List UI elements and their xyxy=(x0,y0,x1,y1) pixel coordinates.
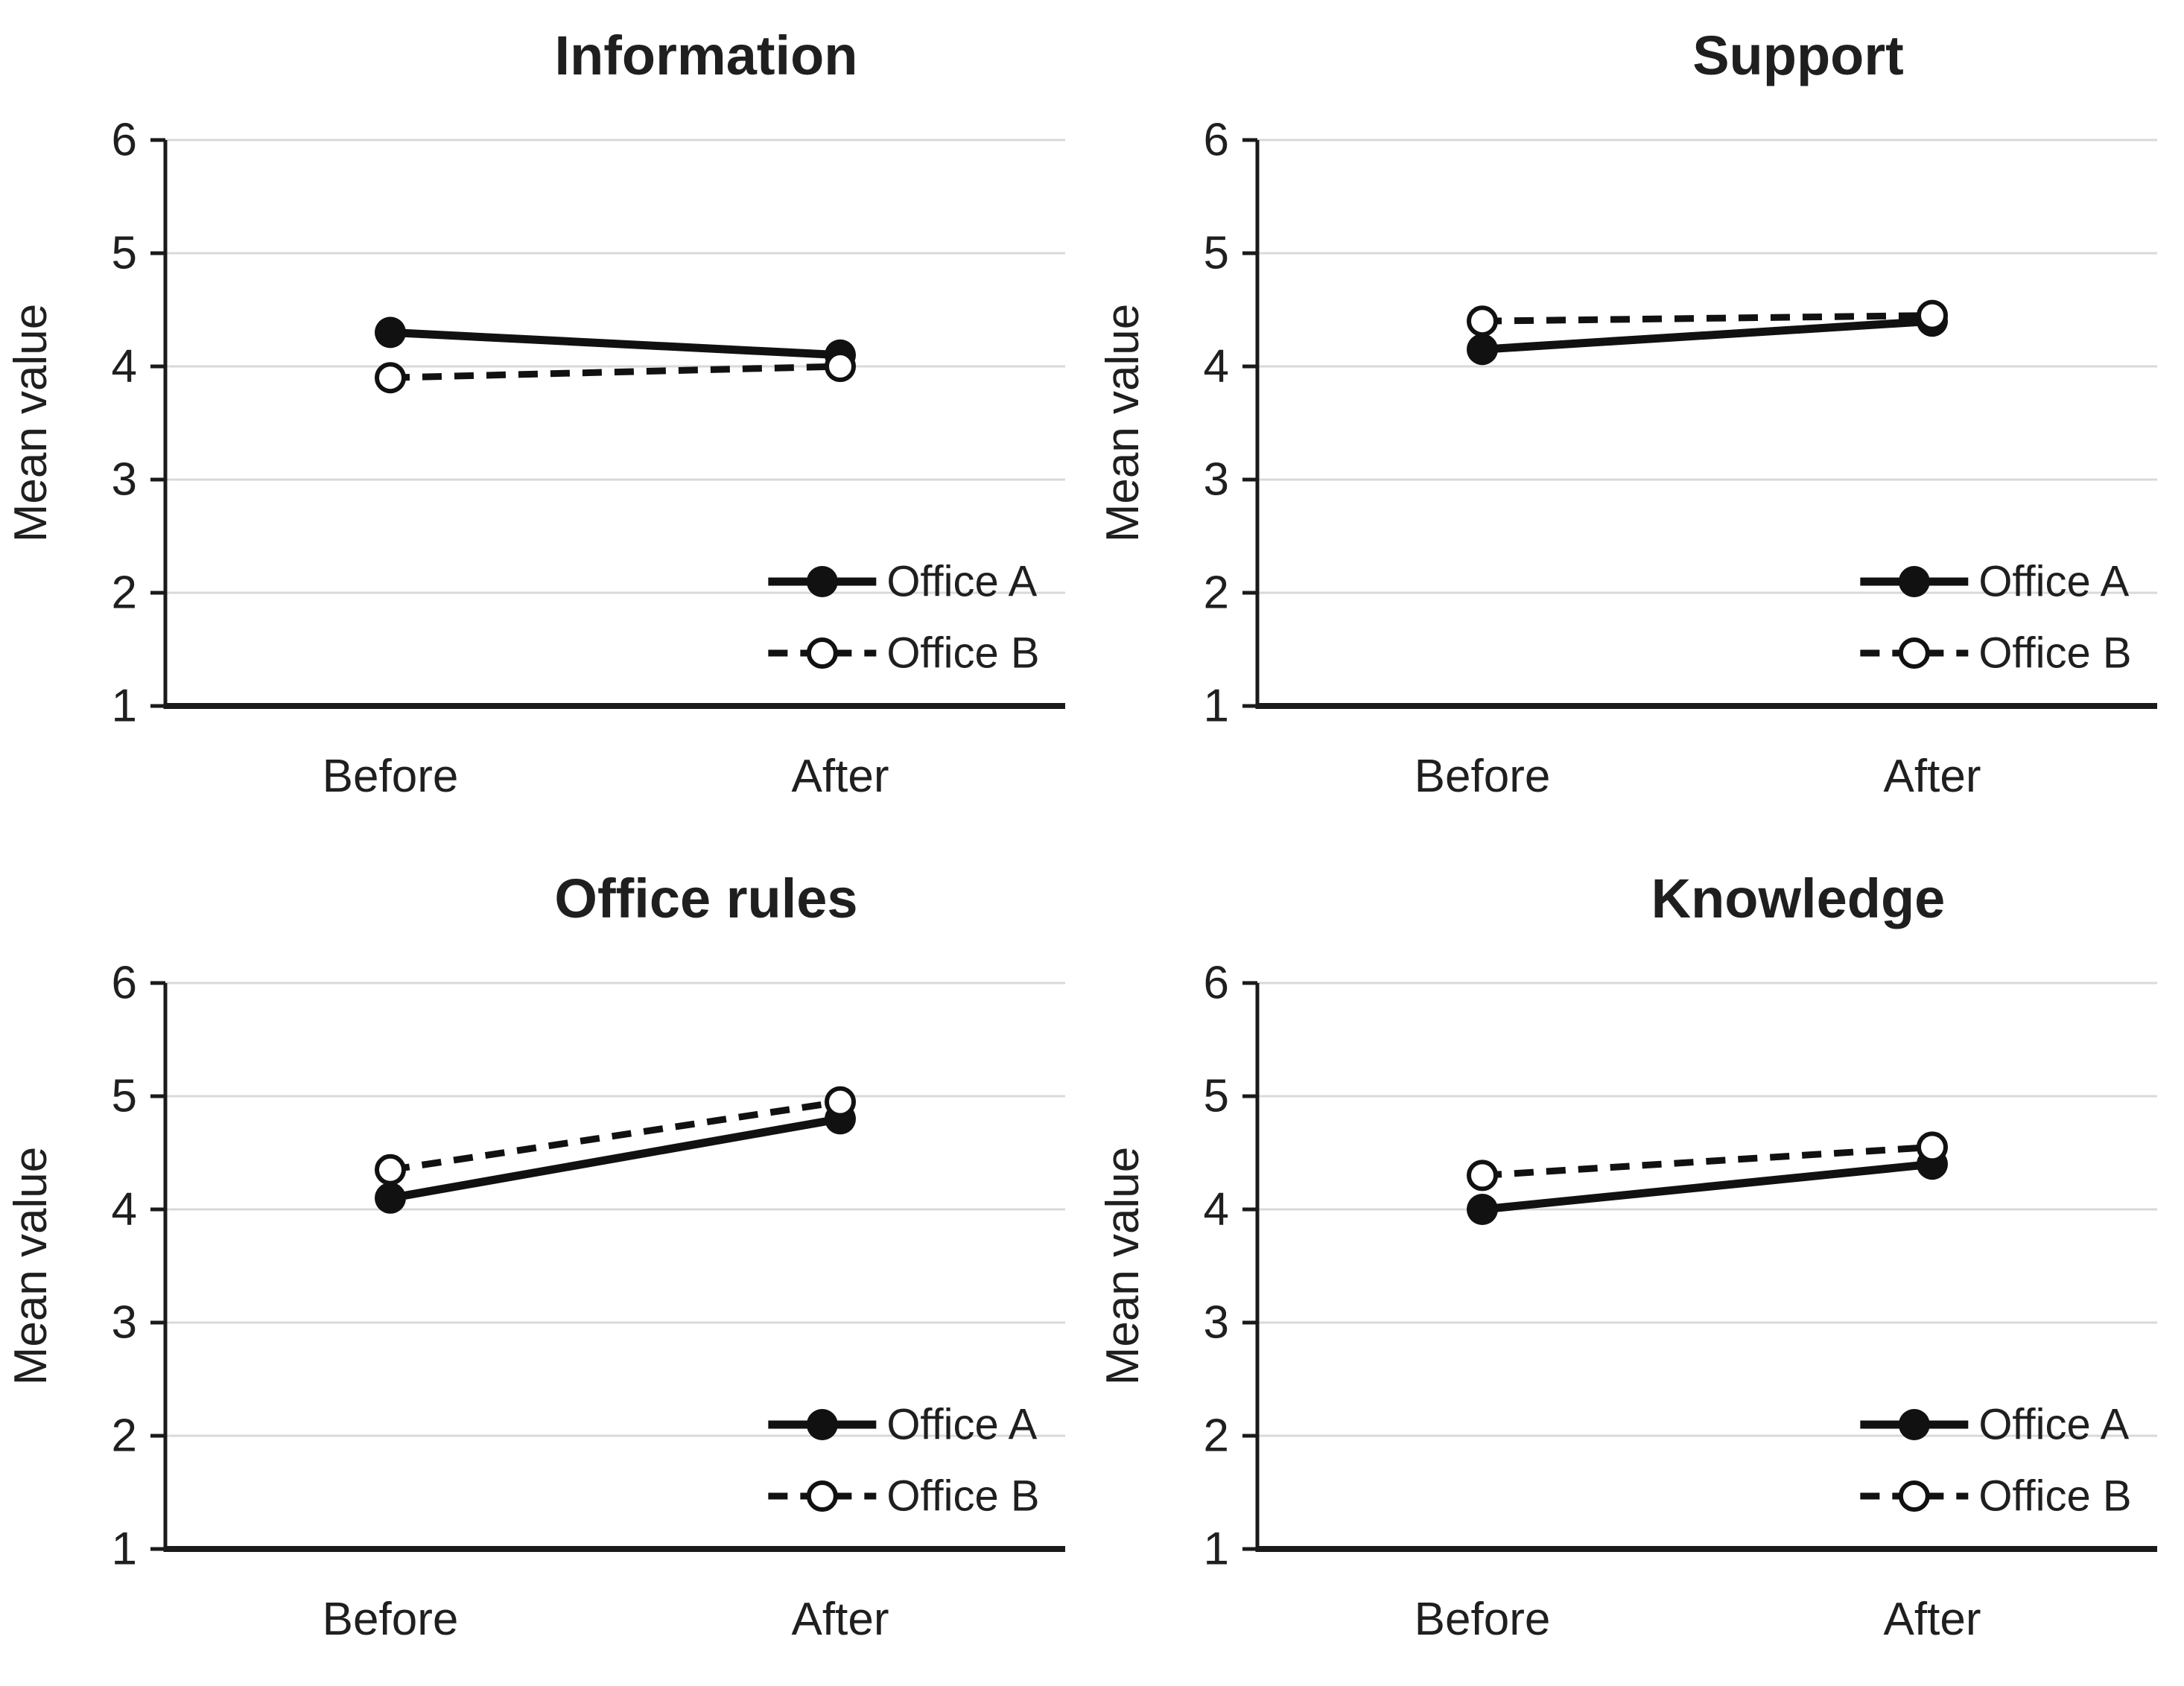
legend: Office A Office B xyxy=(1860,558,2132,678)
x-category-label-before: Before xyxy=(323,1594,459,1645)
y-tick-label-1: 1 xyxy=(1204,1524,1229,1575)
chart-title: Support xyxy=(1692,24,1904,86)
chart-plot-knowledge: 1 2 3 4 5 6 Before After Mean value Office A Offic… xyxy=(1092,953,2184,1686)
series-office-b-marker-before xyxy=(375,1154,406,1186)
legend-label-office-a: Office A xyxy=(886,558,1037,606)
legend-marker-office-b xyxy=(806,1480,838,1512)
y-tick-label-1: 1 xyxy=(112,681,137,732)
chart-title: Information xyxy=(554,24,858,86)
y-tick-label-3: 3 xyxy=(112,454,137,506)
series-office-b-marker-after xyxy=(825,351,856,382)
chart-title-block: Knowledge xyxy=(1092,843,2184,953)
x-category-label-after: After xyxy=(792,751,889,802)
y-axis-title: Mean value xyxy=(1097,304,1149,543)
y-tick-label-3: 3 xyxy=(1204,454,1229,506)
legend-label-office-a: Office A xyxy=(1978,1401,2129,1449)
x-category-label-after: After xyxy=(1884,1594,1981,1645)
y-tick-label-5: 5 xyxy=(1204,1071,1229,1122)
legend-marker-office-b xyxy=(1898,637,1930,669)
series-office-a-line xyxy=(1482,316,1933,354)
series-office-b-marker-before xyxy=(1467,1159,1498,1192)
series-office-b-marker-after xyxy=(1917,299,1948,331)
chart-panel-support: Support 1 2 3 4 5 6 Before After Mean value Offic… xyxy=(1092,0,2184,843)
chart-title: Office rules xyxy=(554,867,858,929)
legend-marker-office-a xyxy=(1898,566,1930,597)
legend-label-office-a: Office A xyxy=(886,1401,1037,1449)
y-tick-label-3: 3 xyxy=(1204,1297,1229,1349)
y-tick-label-3: 3 xyxy=(112,1297,137,1349)
y-tick-label-1: 1 xyxy=(1204,681,1229,732)
legend-label-office-b: Office B xyxy=(1978,1472,2131,1521)
y-tick-label-4: 4 xyxy=(1204,341,1229,392)
y-tick-label-6: 6 xyxy=(112,115,137,166)
series-office-b-marker-before xyxy=(1467,305,1498,337)
y-tick-label-6: 6 xyxy=(112,958,137,1009)
chart-title-block: Support xyxy=(1092,0,2184,110)
legend: Office A Office B xyxy=(768,1401,1040,1521)
chart-panel-information: Information 1 2 3 4 5 6 Before After Mean value O… xyxy=(0,0,1092,843)
y-tick-label-2: 2 xyxy=(112,567,137,619)
y-tick-label-2: 2 xyxy=(1204,567,1229,619)
legend-label-office-b: Office B xyxy=(886,629,1039,678)
series-office-a-line xyxy=(390,328,841,360)
x-category-label-after: After xyxy=(1884,751,1981,802)
y-tick-label-4: 4 xyxy=(112,1184,137,1235)
chart-title-block: Information xyxy=(0,0,1092,110)
y-tick-label-4: 4 xyxy=(112,341,137,392)
series-office-a-line xyxy=(390,1114,841,1203)
legend-label-office-a: Office A xyxy=(1978,558,2129,606)
x-category-label-after: After xyxy=(792,1594,889,1645)
legend: Office A Office B xyxy=(1860,1401,2132,1521)
y-axis-title: Mean value xyxy=(5,304,57,543)
series-office-a-marker-before xyxy=(375,316,406,349)
series-office-b-line xyxy=(1482,1143,1933,1179)
y-tick-label-1: 1 xyxy=(112,1524,137,1575)
y-axis-title: Mean value xyxy=(1097,1147,1149,1386)
y-tick-label-6: 6 xyxy=(1204,115,1229,166)
x-category-label-before: Before xyxy=(323,751,459,802)
legend-marker-office-a xyxy=(806,1409,838,1440)
y-tick-label-2: 2 xyxy=(1204,1410,1229,1462)
chart-plot-information: 1 2 3 4 5 6 Before After Mean value Office A Offic… xyxy=(0,110,1092,843)
series-office-b-marker-before xyxy=(375,362,406,394)
series-office-b-line xyxy=(1482,312,1933,325)
chart-title-block: Office rules xyxy=(0,843,1092,953)
series-office-b-marker-after xyxy=(825,1086,856,1118)
series-office-a-marker-before xyxy=(1467,334,1498,366)
legend: Office A Office B xyxy=(768,558,1040,678)
legend-marker-office-a xyxy=(806,566,838,597)
chart-panel-knowledge: Knowledge 1 2 3 4 5 6 Before After Mean value Off… xyxy=(1092,843,2184,1686)
series-office-a-marker-before xyxy=(375,1182,406,1214)
legend-marker-office-a xyxy=(1898,1409,1930,1440)
y-tick-label-5: 5 xyxy=(112,1071,137,1122)
y-tick-label-5: 5 xyxy=(1204,228,1229,279)
chart-panel-office-rules: Office rules 1 2 3 4 5 6 Before After Mean value… xyxy=(0,843,1092,1686)
x-category-label-before: Before xyxy=(1415,1594,1551,1645)
series-office-b-line xyxy=(390,1098,841,1174)
legend-label-office-b: Office B xyxy=(1978,629,2131,678)
x-category-label-before: Before xyxy=(1415,751,1551,802)
y-tick-label-2: 2 xyxy=(112,1410,137,1462)
series-office-a-marker-before xyxy=(1467,1194,1498,1225)
chart-plot-office-rules: 1 2 3 4 5 6 Before After Mean value Office A Offic… xyxy=(0,953,1092,1686)
series-office-b-marker-after xyxy=(1917,1131,1948,1163)
y-tick-label-5: 5 xyxy=(112,228,137,279)
chart-title: Knowledge xyxy=(1651,867,1946,929)
y-axis-title: Mean value xyxy=(5,1147,57,1386)
legend-marker-office-b xyxy=(806,637,838,669)
series-office-b-line xyxy=(390,363,841,381)
y-tick-label-6: 6 xyxy=(1204,958,1229,1009)
y-tick-label-4: 4 xyxy=(1204,1184,1229,1235)
legend-label-office-b: Office B xyxy=(886,1472,1039,1521)
chart-plot-support: 1 2 3 4 5 6 Before After Mean value Office A Offic… xyxy=(1092,110,2184,843)
series-office-a-line xyxy=(1482,1159,1933,1214)
legend-marker-office-b xyxy=(1898,1480,1930,1512)
